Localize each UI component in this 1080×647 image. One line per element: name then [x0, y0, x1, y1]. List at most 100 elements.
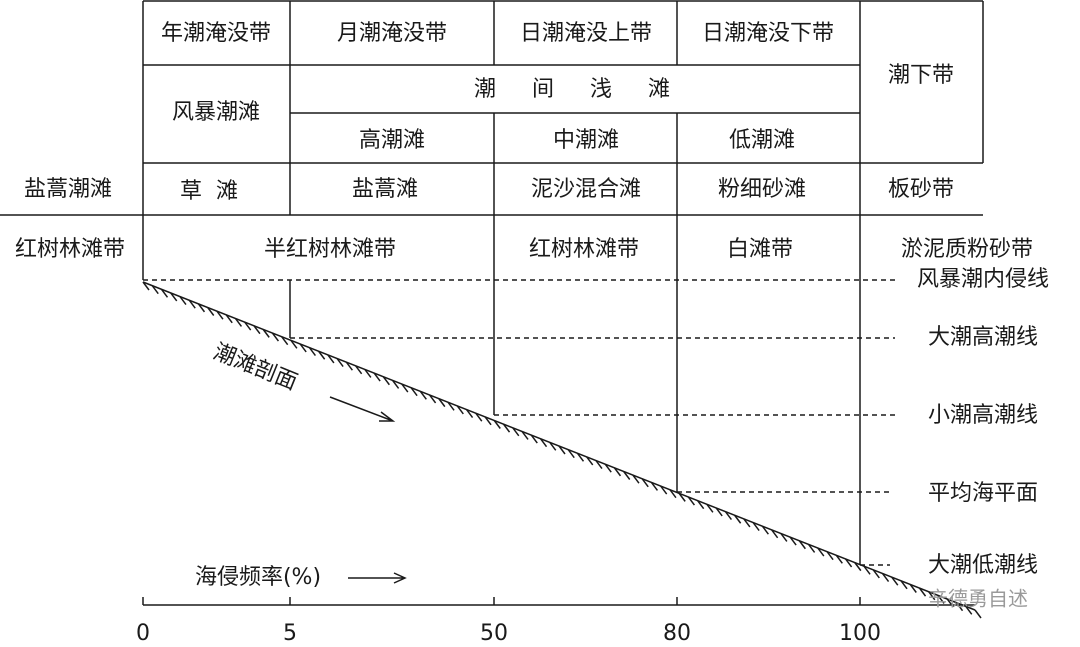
row-label: 红树林滩带 — [15, 237, 125, 262]
hatch-mark — [493, 420, 501, 429]
hatch-mark — [160, 288, 169, 298]
tick-label: 80 — [663, 621, 691, 646]
hatch-mark — [558, 445, 566, 455]
hatch-mark — [170, 292, 178, 302]
hatch-mark — [271, 332, 280, 342]
hatch-mark — [188, 299, 196, 309]
hatch-mark — [142, 281, 150, 291]
level-label: 小潮高潮线 — [928, 403, 1038, 428]
hatch-mark — [428, 394, 437, 404]
hatch-mark — [410, 387, 418, 397]
hatch-mark — [549, 441, 557, 451]
hatch-mark — [835, 554, 843, 564]
hatch-mark — [872, 569, 880, 579]
hatch-mark — [197, 303, 206, 313]
axis-ticks — [142, 597, 861, 605]
hatch-mark — [706, 503, 714, 513]
hatch-mark — [308, 347, 316, 357]
zone-cell: 盐蒿滩 — [352, 177, 418, 202]
hatch-mark — [854, 562, 862, 572]
hatch-mark — [151, 285, 159, 295]
hatch-mark — [660, 485, 668, 495]
axis-arrow — [348, 572, 407, 584]
hatch-mark — [715, 507, 723, 517]
hatch-mark — [225, 314, 233, 324]
hatch-mark — [928, 591, 936, 601]
hatch-mark — [761, 525, 769, 535]
hatch-mark — [502, 423, 511, 433]
hatch-mark — [484, 416, 492, 426]
zone-cell: 半红树林滩带 — [264, 237, 396, 262]
hatch-mark — [327, 354, 335, 364]
hatch-mark — [447, 401, 455, 411]
hatch-mark — [318, 350, 326, 360]
hatch-mark — [965, 605, 973, 615]
hatch-mark — [807, 543, 816, 553]
hatch-mark — [771, 529, 779, 539]
zone-cell: 红树林滩带 — [529, 237, 639, 262]
zone-cell: 高潮滩 — [359, 128, 425, 153]
zone-cell: 低潮滩 — [729, 128, 795, 153]
zone-cell: 中潮滩 — [553, 128, 619, 153]
hatch-mark — [909, 584, 917, 593]
level-label: 大潮低潮线 — [928, 553, 1038, 578]
table-grid — [0, 0, 984, 565]
level-lines — [143, 279, 895, 566]
hatch-mark — [844, 558, 853, 568]
hatch-mark — [623, 471, 631, 480]
zone-cell: 日潮淹没下带 — [702, 21, 834, 46]
hatch-mark — [512, 427, 520, 437]
hatch-mark — [345, 361, 353, 371]
hatch-mark — [955, 602, 964, 612]
hatch-mark — [974, 609, 982, 619]
hatch-mark — [567, 449, 575, 459]
hatch-mark — [900, 580, 908, 590]
hatch-mark — [290, 339, 298, 349]
watermark: 辛德勇自述 — [928, 587, 1028, 611]
hatch-mark — [244, 321, 252, 331]
hatch-mark — [632, 474, 640, 484]
axis-label: 海侵频率(%) — [195, 565, 321, 590]
hatch-mark — [419, 390, 427, 400]
hatch-mark — [743, 518, 751, 528]
hatch-mark — [336, 358, 344, 367]
hatch-mark — [595, 460, 603, 470]
tick-label: 100 — [839, 621, 881, 646]
hatch-mark — [918, 587, 927, 597]
hatch-mark — [456, 405, 464, 415]
hatch-mark — [475, 412, 483, 422]
hatch-mark — [650, 481, 659, 491]
profile-hatch — [142, 281, 982, 619]
tick-label: 50 — [480, 621, 508, 646]
hatch-mark — [438, 398, 446, 408]
zone-cell: 潮间浅滩 — [474, 77, 706, 102]
zone-cell: 月潮淹没带 — [337, 21, 447, 46]
hatch-mark — [881, 573, 890, 583]
zone-cell: 草滩 — [180, 179, 252, 204]
zone-cell: 潮下带 — [888, 63, 954, 88]
hatch-mark — [401, 383, 409, 393]
hatch-mark — [817, 547, 825, 557]
zone-cell: 风暴潮滩 — [172, 100, 260, 125]
hatch-mark — [392, 379, 400, 389]
row-label: 盐蒿潮滩 — [24, 177, 112, 202]
tick-label: 0 — [136, 621, 150, 646]
zone-cell: 年潮淹没带 — [161, 21, 271, 46]
hatch-mark — [798, 540, 806, 550]
profile-arrow — [329, 396, 396, 422]
hatch-mark — [262, 328, 270, 338]
hatch-mark — [299, 343, 307, 353]
zone-cell: 白滩带 — [727, 237, 793, 262]
hatch-mark — [826, 551, 834, 561]
hatch-mark — [539, 438, 548, 448]
hatch-mark — [216, 310, 224, 320]
zone-cell: 板砂带 — [888, 177, 954, 202]
hatch-mark — [576, 452, 585, 462]
level-label: 风暴潮内侵线 — [917, 267, 1049, 292]
hatch-mark — [281, 336, 289, 346]
hatch-mark — [687, 496, 696, 506]
hatch-mark — [724, 511, 733, 521]
zone-cell: 淤泥质粉砂带 — [901, 237, 1033, 262]
hatch-mark — [613, 467, 622, 477]
hatch-mark — [530, 434, 538, 444]
